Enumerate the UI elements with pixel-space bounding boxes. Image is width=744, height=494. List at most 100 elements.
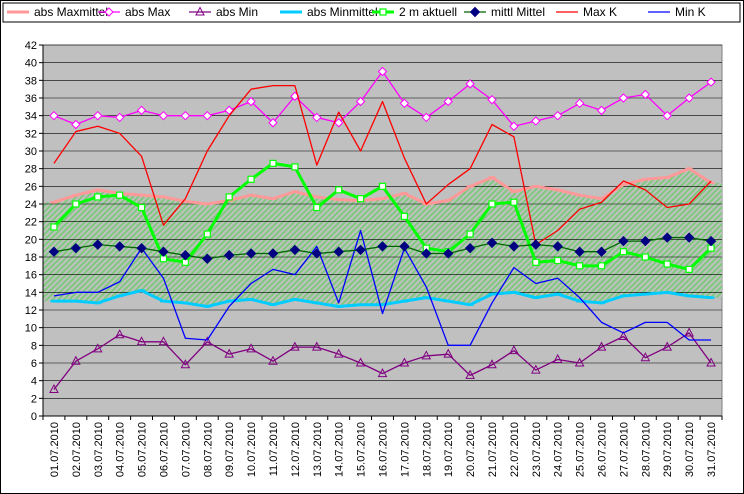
- abs-max-point: [158, 110, 169, 121]
- 2-m-aktuell-point: [641, 253, 649, 261]
- mittl-mittel-point: [180, 250, 191, 261]
- abs-max-point: [246, 96, 256, 107]
- mittl-mittel-point: [158, 246, 169, 257]
- 2-m-aktuell-point: [663, 260, 671, 268]
- abs-min-line: [53, 332, 712, 390]
- abs-min-point: [136, 336, 147, 346]
- abs-min-point: [158, 336, 169, 346]
- x-tick-label: 23.07.2010: [531, 422, 543, 477]
- abs-max-point: [93, 110, 103, 121]
- x-tick-label: 29.07.2010: [662, 422, 674, 477]
- 2-m-aktuell-point: [597, 262, 606, 270]
- legend-2-m-aktuell-point: [379, 8, 387, 16]
- y-tick-label: 14: [25, 287, 37, 299]
- series-abs-minmittel: [50, 289, 715, 308]
- mittl-mittel-point: [705, 235, 717, 247]
- x-tick-label: 13.07.2010: [312, 422, 324, 477]
- x-tick-label: 16.07.2010: [378, 422, 390, 477]
- abs-min-point: [290, 341, 300, 351]
- legend-mittl-mittel-point: [469, 6, 481, 18]
- mittl-mittel-point: [377, 241, 388, 252]
- y-tick-label: 0: [31, 411, 37, 423]
- x-tick-label: 12.07.2010: [290, 422, 302, 477]
- series-abs-min: [49, 327, 716, 393]
- abs-min-point: [662, 341, 673, 351]
- abs-min-point: [421, 350, 432, 360]
- abs-max-point: [531, 116, 541, 126]
- legend-item-abs-max: abs Max: [98, 5, 170, 19]
- legend-item-abs-minmittel: abs Minmittel: [280, 5, 378, 19]
- abs-max-point: [399, 98, 410, 109]
- legend-label: abs Minmittel: [307, 5, 378, 19]
- mittl-mittel-point: [640, 235, 651, 247]
- legend-label: mittl Mittel: [491, 5, 545, 19]
- x-tick-label: 17.07.2010: [399, 422, 411, 477]
- 2-m-aktuell-point: [378, 182, 387, 190]
- 2-m-aktuell-point: [313, 203, 321, 212]
- y-tick-label: 42: [25, 40, 37, 52]
- abs-max-point: [443, 96, 453, 107]
- legend-item-mittl-mittel: mittl Mittel: [464, 5, 545, 19]
- abs-min-point: [509, 345, 519, 355]
- 2-m-aktuell-point: [94, 193, 102, 201]
- 2-m-aktuell-point: [554, 256, 562, 265]
- abs-max-point: [684, 93, 694, 103]
- x-tick-label: 22.07.2010: [509, 422, 521, 477]
- abs-max-point: [596, 105, 607, 116]
- mittl-mittel-point: [70, 242, 82, 254]
- mittl-mittel-point: [92, 239, 103, 250]
- x-tick-label: 06.07.2010: [158, 422, 170, 477]
- y-tick-label: 12: [25, 305, 37, 317]
- 2-m-aktuell-point: [72, 200, 80, 208]
- 2-m-aktuell-point: [400, 212, 409, 220]
- x-tick-label: 24.07.2010: [553, 422, 565, 477]
- 2-m-aktuell-point: [137, 203, 146, 212]
- abs-min-point: [596, 341, 607, 351]
- x-tick-label: 04.07.2010: [115, 422, 127, 477]
- x-tick-label: 11.07.2010: [268, 422, 280, 476]
- abs-max-point: [114, 112, 125, 123]
- 2-m-aktuell-point: [247, 175, 255, 183]
- abs-min-point: [574, 357, 585, 367]
- y-tick-label: 26: [25, 181, 37, 193]
- mittl-mittel-point: [421, 248, 432, 259]
- mittl-mittel-point: [618, 235, 629, 247]
- mittl-mittel-point: [662, 232, 673, 243]
- legend-abs-max-point: [104, 7, 114, 17]
- 2-m-aktuell-point: [510, 198, 518, 206]
- abs-max-point: [71, 119, 81, 130]
- 2-m-aktuell-point: [116, 191, 124, 199]
- mittl-mittel-point: [245, 248, 257, 259]
- y-tick-label: 36: [25, 93, 37, 105]
- abs-max-point: [553, 110, 563, 121]
- max-k-line: [53, 84, 712, 246]
- legend-label: Min K: [675, 5, 706, 19]
- x-tick-label: 20.07.2010: [465, 422, 477, 477]
- x-tick-label: 30.07.2010: [684, 422, 696, 477]
- 2-m-aktuell-point: [335, 186, 343, 194]
- abs-min-point: [399, 357, 410, 367]
- mittl-mittel-point: [399, 241, 410, 252]
- mittl-mittel-point: [223, 250, 235, 261]
- abs-max-point: [465, 79, 475, 89]
- 2-m-aktuell-point: [488, 200, 496, 208]
- legend-item-abs-min: abs Min: [189, 5, 258, 19]
- abs-max-point: [509, 121, 519, 131]
- mittl-mittel-point: [355, 244, 366, 256]
- y-tick-label: 22: [25, 217, 37, 229]
- abs-min-point: [268, 355, 278, 365]
- legend-label: abs Min: [216, 5, 258, 19]
- abs-max-point: [312, 112, 322, 123]
- mittl-mittel-point: [530, 239, 542, 250]
- x-tick-label: 10.07.2010: [246, 422, 258, 477]
- 2-m-aktuell-point: [291, 163, 299, 171]
- x-tick-label: 08.07.2010: [202, 422, 214, 477]
- y-tick-label: 10: [25, 323, 37, 335]
- abs-max-point: [268, 118, 278, 128]
- abs-min-point: [202, 336, 213, 346]
- abs-min-point: [114, 329, 125, 339]
- legend-label: abs Max: [125, 5, 170, 19]
- x-tick-label: 28.07.2010: [640, 422, 652, 477]
- series-abs-max: [49, 66, 716, 131]
